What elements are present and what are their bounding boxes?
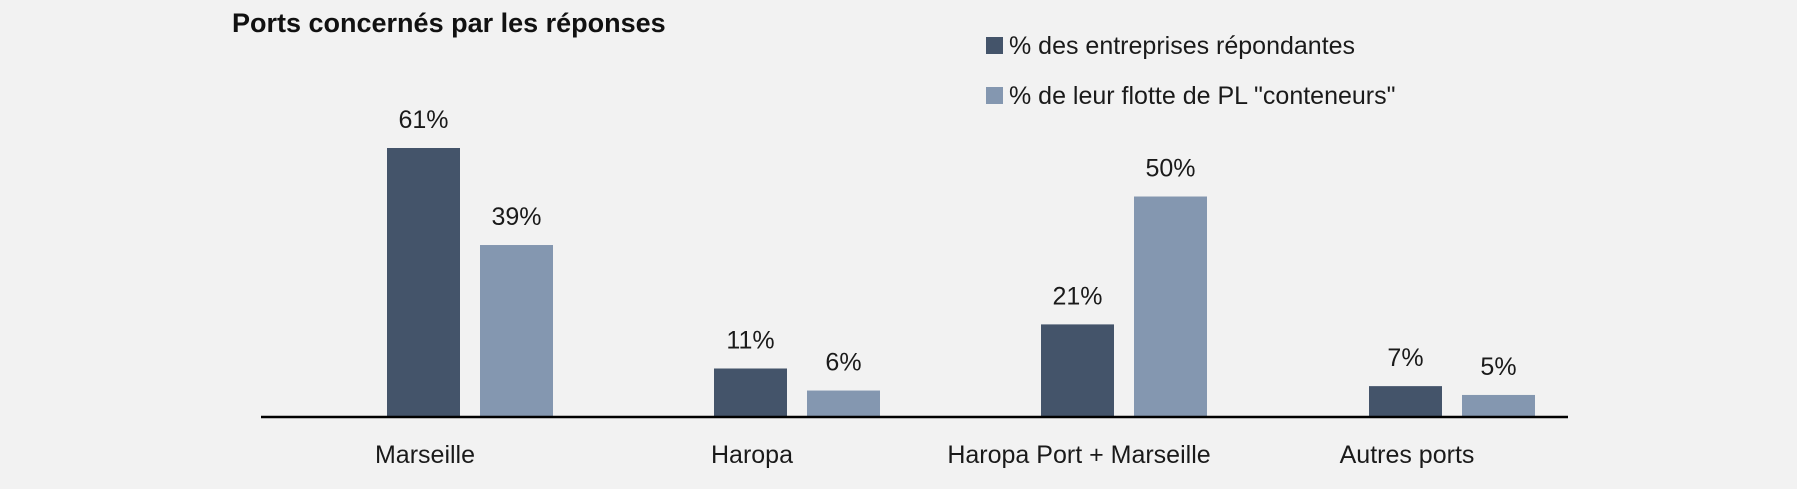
chart-title: Ports concernés par les réponses bbox=[232, 8, 666, 38]
bar-fleet-2 bbox=[1134, 196, 1207, 417]
legend-swatch-companies bbox=[986, 37, 1003, 54]
bar-fleet-0 bbox=[480, 245, 553, 417]
legend-label-companies: % des entreprises répondantes bbox=[1009, 32, 1355, 60]
bar-fleet-3 bbox=[1462, 394, 1535, 417]
value-label-fleet-0: 39% bbox=[491, 203, 541, 231]
category-label-3: Autres ports bbox=[1340, 441, 1475, 469]
value-label-companies-2: 21% bbox=[1052, 282, 1102, 310]
value-label-companies-0: 61% bbox=[398, 106, 448, 134]
value-label-fleet-1: 6% bbox=[825, 349, 861, 377]
bar-fleet-1 bbox=[807, 390, 880, 417]
bar-companies-1 bbox=[714, 368, 787, 417]
bars bbox=[387, 148, 1535, 417]
bar-companies-2 bbox=[1041, 324, 1114, 417]
value-label-fleet-3: 5% bbox=[1480, 353, 1516, 381]
category-label-0: Marseille bbox=[375, 441, 475, 469]
category-labels: Marseille Haropa Haropa Port + Marseille Au… bbox=[375, 441, 1474, 469]
bar-companies-3 bbox=[1369, 386, 1442, 417]
value-label-companies-3: 7% bbox=[1387, 344, 1423, 372]
legend: % des entreprises répondantes % de leur … bbox=[986, 32, 1396, 110]
legend-swatch-fleet bbox=[986, 87, 1003, 104]
value-label-fleet-2: 50% bbox=[1145, 155, 1195, 183]
value-labels: 61% 39% 11% 6% 21% 50% 7% 5% bbox=[398, 106, 1516, 381]
category-label-1: Haropa bbox=[711, 441, 793, 469]
value-label-companies-1: 11% bbox=[726, 326, 774, 354]
legend-label-fleet: % de leur flotte de PL "conteneurs" bbox=[1009, 82, 1396, 110]
category-label-2: Haropa Port + Marseille bbox=[947, 441, 1210, 469]
bar-companies-0 bbox=[387, 148, 460, 417]
